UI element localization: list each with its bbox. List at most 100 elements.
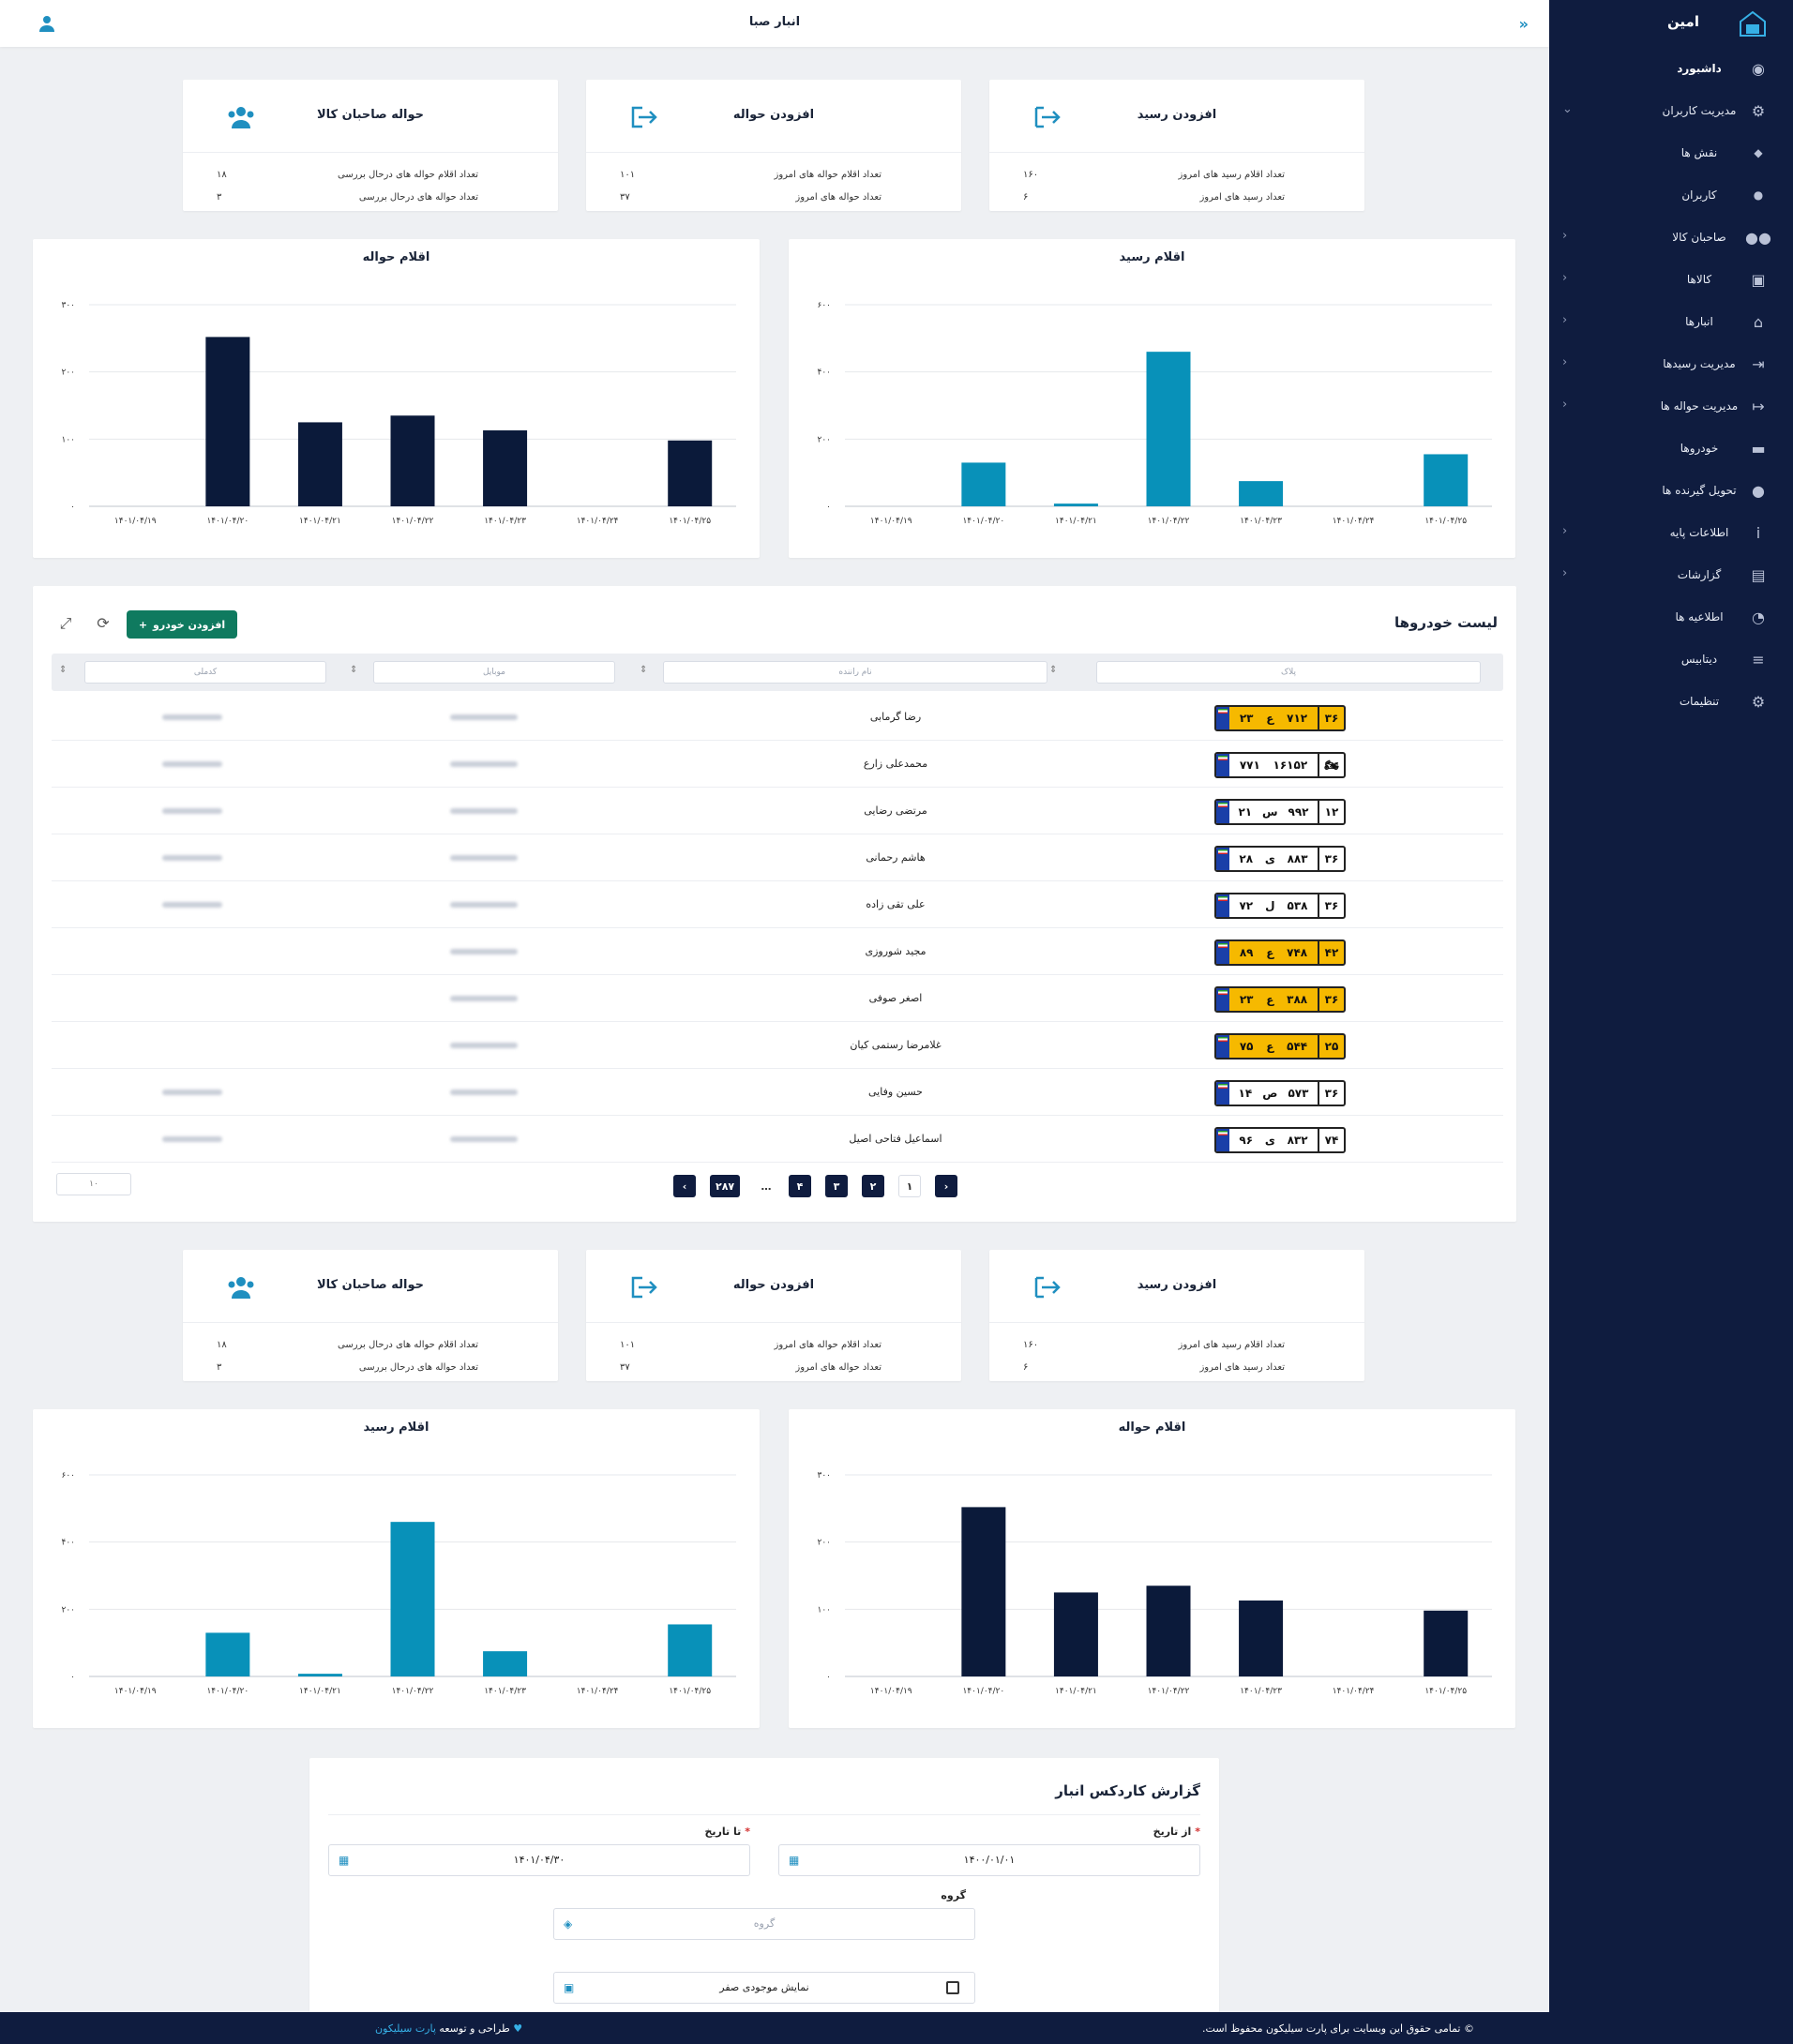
table-row[interactable]: ۲۸ ی ۸۸۳ ۳۶ هاشم رحمانی <box>52 834 1503 881</box>
chart-title: اقلام رسید <box>1119 250 1185 264</box>
add-remittance-card[interactable]: افزودن حواله تعداد اقلام حواله های امروز ۱… <box>586 80 961 211</box>
bar[interactable] <box>297 422 342 506</box>
license-plate: ۸۹ ع ۷۴۸ ۴۲ <box>1214 939 1346 966</box>
bar[interactable] <box>1053 1592 1098 1676</box>
remittance-items-chart-card: اقلام حواله ۰ ۱۰۰ ۲۰۰ ۳۰۰ ۱۴۰۱/۰۴/۱۹ ۱۴۰۱/۰۴/۲… <box>789 1409 1515 1728</box>
table-row[interactable]: ۷۲ ل ۵۳۸ ۳۶ علی تقی زاده <box>52 881 1503 928</box>
prev-page-button[interactable]: ‹ <box>673 1175 696 1197</box>
owner-remittance-card[interactable]: حواله صاحبان کالا تعداد اقلام حواله های د… <box>183 80 558 211</box>
sidebar-item-7[interactable]: ⇥ مدیریت رسیدها ‹ <box>1549 342 1793 384</box>
bar[interactable] <box>483 1651 528 1676</box>
bar[interactable] <box>205 337 250 506</box>
add-remittance-card[interactable]: افزودن حواله تعداد اقلام حواله های امروز ۱… <box>586 1250 961 1381</box>
mobile-redacted <box>450 1136 518 1142</box>
sort-icon[interactable]: ⇕ <box>350 665 358 675</box>
settings-icon: ⚙ <box>1751 692 1766 711</box>
from-date-label: *از تاریخ <box>1153 1826 1200 1838</box>
sidebar-item-14[interactable]: ≡ دیتابیس <box>1549 638 1793 680</box>
table-row[interactable]: ۸۹ ع ۷۴۸ ۴۲ مجید شوروزی <box>52 928 1503 975</box>
sort-icon[interactable]: ⇕ <box>640 665 648 675</box>
bar[interactable] <box>297 1674 342 1676</box>
add-receipt-card[interactable]: افزودن رسید تعداد اقلام رسید های امروز ۱۶۰… <box>989 1250 1364 1381</box>
sidebar-item-11[interactable]: i اطلاعات پایه ‹ <box>1549 511 1793 553</box>
bar[interactable] <box>205 1632 250 1676</box>
from-date-input[interactable]: ▦ ۱۴۰۰/۰۱/۰۱ <box>778 1844 1200 1876</box>
table-row[interactable]: ۹۶ ی ۸۳۲ ۷۴ اسماعیل فتاحی اصیل <box>52 1116 1503 1163</box>
stat-value: ۳ <box>217 1362 222 1373</box>
chevron-left-icon: ‹ <box>1562 355 1568 369</box>
sidebar-item-2[interactable]: ◆ نقش ها <box>1549 131 1793 173</box>
sidebar-item-15[interactable]: ⚙ تنظیمات <box>1549 680 1793 722</box>
table-row[interactable]: ۷۵ ع ۵۴۴ ۲۵ غلامرضا رستمی کیان <box>52 1022 1503 1069</box>
owner-remittance-card[interactable]: حواله صاحبان کالا تعداد اقلام حواله های د… <box>183 1250 558 1381</box>
sidebar-item-1[interactable]: ⚙ مدیریت کاربران ⌄ <box>1549 89 1793 131</box>
page-button[interactable]: ۱ <box>898 1175 921 1197</box>
page-size-select[interactable]: ۱۰ <box>56 1173 131 1195</box>
sidebar-item-4[interactable]: ●● صاحبان کالا ‹ <box>1549 216 1793 258</box>
stat-row: تعداد حواله های امروز ۳۷ <box>586 1357 961 1379</box>
to-date-input[interactable]: ▦ ۱۴۰۱/۰۴/۳۰ <box>328 1844 750 1876</box>
driver-filter-input[interactable]: نام راننده <box>663 661 1047 684</box>
sidebar-item-3[interactable]: ● کاربران <box>1549 173 1793 216</box>
page-button[interactable]: ۳ <box>825 1175 848 1197</box>
bar[interactable] <box>1239 481 1284 506</box>
sidebar-item-6[interactable]: ⌂ انبارها ‹ <box>1549 300 1793 342</box>
next-page-button[interactable]: › <box>935 1175 957 1197</box>
table-row[interactable]: ۷۷۱ ۱۶۱۵۲ 🏍 محمدعلی زارع <box>52 741 1503 788</box>
page-button[interactable]: ۲۸۷ <box>710 1175 741 1197</box>
bar[interactable] <box>1146 1586 1191 1676</box>
table-row[interactable]: ۲۳ ع ۳۸۸ ۳۶ اصغر صوفی <box>52 975 1503 1022</box>
stat-label: تعداد حواله های درحال بررسی <box>358 192 478 203</box>
bar[interactable] <box>668 440 713 506</box>
refresh-icon[interactable]: ⟳ <box>97 614 110 632</box>
bar[interactable] <box>390 1522 435 1676</box>
collapse-sidebar-icon[interactable]: » <box>1518 15 1529 33</box>
stat-card-title: افزودن حواله <box>732 1278 815 1292</box>
bar[interactable] <box>1146 352 1191 506</box>
bar[interactable] <box>390 415 435 506</box>
user-icon[interactable] <box>38 14 56 33</box>
national-code-redacted <box>162 855 222 861</box>
y-tick-label: ۳۰۰ <box>817 1471 831 1480</box>
bar[interactable] <box>1424 1610 1469 1676</box>
page-button[interactable]: ۲ <box>862 1175 884 1197</box>
y-tick-label: ۲۰۰ <box>817 435 831 444</box>
sidebar-item-8[interactable]: ↦ مدیریت حواله ها ‹ <box>1549 384 1793 427</box>
sidebar-item-10[interactable]: ● تحویل گیرنده ها <box>1549 469 1793 511</box>
sidebar-item-9[interactable]: ▬ خودروها <box>1549 427 1793 469</box>
footer: © تمامی حقوق این وبسایت برای پارت سیلیکو… <box>0 2012 1793 2044</box>
calendar-icon[interactable]: ▦ <box>789 1854 800 1867</box>
table-row[interactable]: ۱۴ ص ۵۷۳ ۳۶ حسین وفایی <box>52 1069 1503 1116</box>
table-row[interactable]: ۲۳ ع ۷۱۲ ۳۶ رضا گرمابی <box>52 694 1503 741</box>
bar[interactable] <box>668 1624 713 1676</box>
page-title: انبار صبا <box>748 15 801 29</box>
sidebar-item-5[interactable]: ▣ کالاها ‹ <box>1549 258 1793 300</box>
brand-link[interactable]: پارت سیلیکون <box>375 2022 436 2035</box>
bar[interactable] <box>1424 454 1469 506</box>
group-select[interactable]: ◈ گروه <box>553 1908 975 1940</box>
bar[interactable] <box>1239 1601 1284 1676</box>
bar[interactable] <box>1053 503 1098 506</box>
expand-icon[interactable]: ⤢ <box>59 614 72 632</box>
calendar-icon[interactable]: ▦ <box>339 1854 350 1867</box>
license-plate: ۲۸ ی ۸۸۳ ۳۶ <box>1214 846 1346 872</box>
bar[interactable] <box>961 1507 1006 1676</box>
stat-row: تعداد رسید های امروز ۶ <box>989 187 1364 209</box>
sidebar-item-13[interactable]: ◔ اطلاعیه ها <box>1549 595 1793 638</box>
add-vehicle-button[interactable]: افزودن خودرو + <box>127 610 237 639</box>
pagination: › ۱ ۲ ۳ ۴ … ۲۸۷ ‹ <box>33 1175 1516 1197</box>
table-row[interactable]: ۲۱ س ۹۹۲ ۱۲ مرتضی رضایی <box>52 788 1503 834</box>
sidebar-item-12[interactable]: ▤ گزارشات ‹ <box>1549 553 1793 595</box>
pagination-ellipsis: … <box>761 1180 772 1193</box>
sort-icon[interactable]: ⇕ <box>59 665 68 675</box>
national-code-filter-input[interactable]: کدملی <box>84 661 326 684</box>
plate-filter-input[interactable]: پلاک <box>1096 661 1481 684</box>
bar[interactable] <box>483 430 528 506</box>
add-receipt-card[interactable]: افزودن رسید تعداد اقلام رسید های امروز ۱۶۰… <box>989 80 1364 211</box>
bar[interactable] <box>961 462 1006 506</box>
show-zero-stock-checkbox[interactable] <box>946 1981 959 1994</box>
mobile-filter-input[interactable]: موبایل <box>373 661 615 684</box>
sidebar-item-0[interactable]: ◉ داشبورد <box>1549 47 1793 89</box>
sort-icon[interactable]: ⇕ <box>1049 665 1058 675</box>
page-button[interactable]: ۴ <box>789 1175 811 1197</box>
